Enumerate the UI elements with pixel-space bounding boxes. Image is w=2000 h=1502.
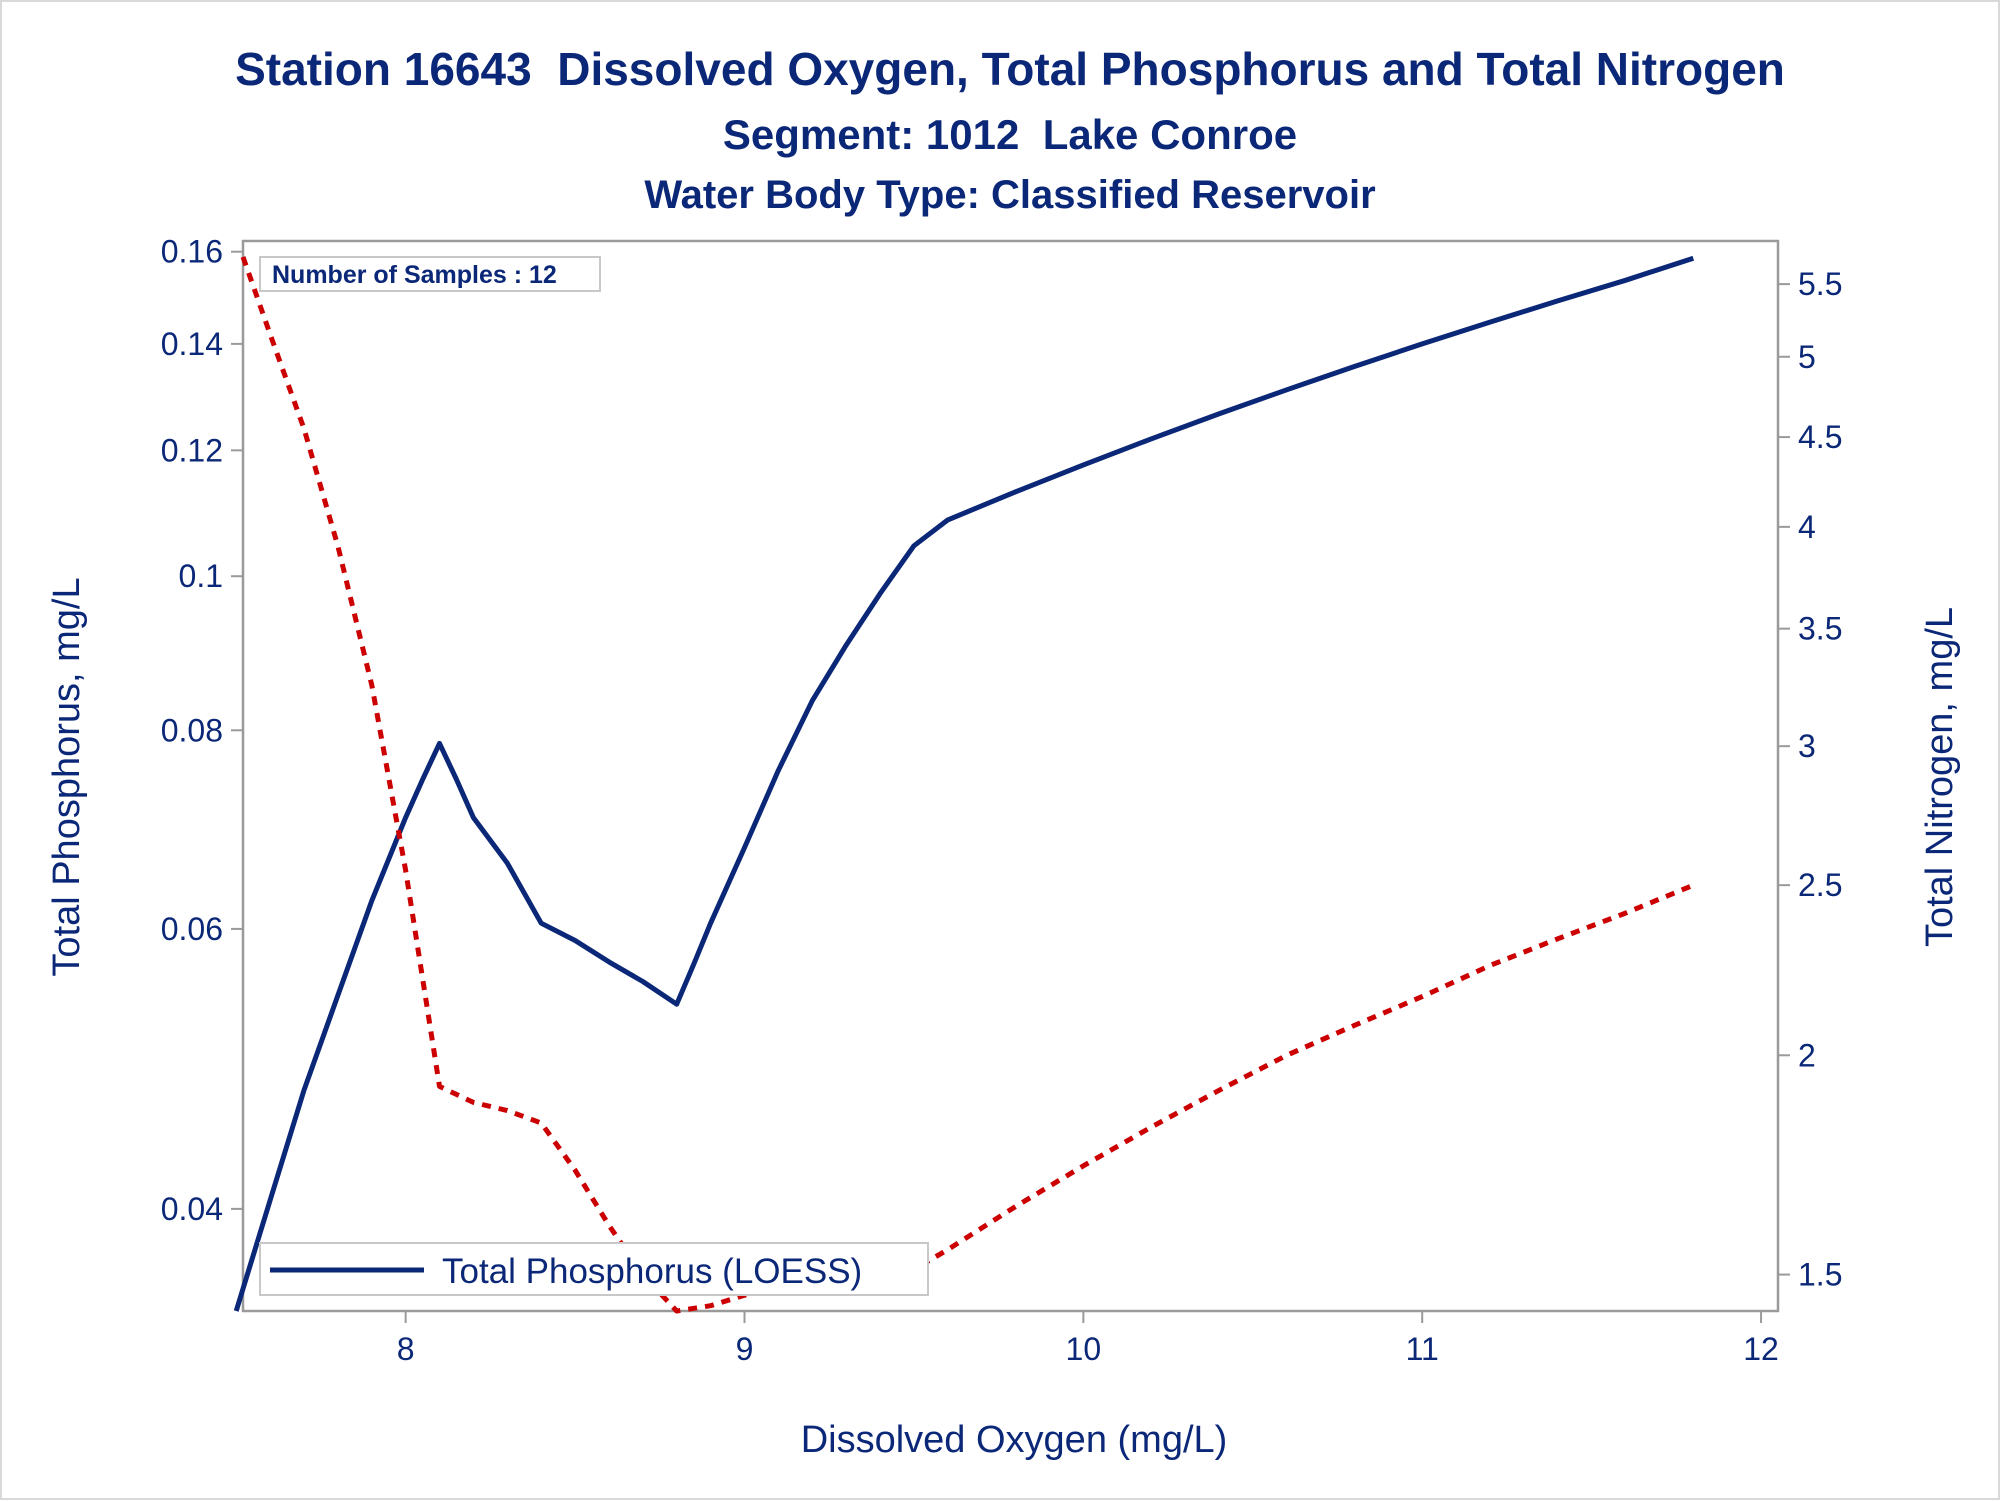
y-right-tick-label: 5.5 (1798, 266, 1842, 302)
chart-title: Station 16643 Dissolved Oxygen, Total Ph… (235, 43, 1785, 95)
y-axis-left: 0.04 0.06 0.08 0.1 0.12 0.14 0.16 (161, 234, 243, 1227)
y-left-tick-label: 0.08 (161, 712, 223, 748)
x-tick-label: 9 (736, 1331, 754, 1367)
y-right-tick-label: 4 (1798, 509, 1816, 545)
chart-subtitle-2: Water Body Type: Classified Reservoir (644, 173, 1375, 217)
y-right-tick-label: 2.5 (1798, 867, 1842, 903)
series-layer (233, 255, 1695, 1314)
series-line-total-phosphorus (233, 255, 1695, 1312)
y-axis-right: 1.5 2 2.5 3 3.5 4 4.5 5 5.5 (1778, 266, 1842, 1293)
y-right-tick-label: 5 (1798, 339, 1816, 375)
sample-count-text: Number of Samples : 12 (272, 261, 557, 289)
sample-count-box (259, 256, 601, 292)
y-left-tick-label: 0.14 (161, 326, 223, 362)
x-tick-label: 10 (1066, 1331, 1102, 1367)
y-right-tick-label: 2 (1798, 1037, 1816, 1073)
x-axis: 8 9 10 11 12 (397, 1311, 1779, 1367)
y-right-tick-label: 3.5 (1798, 611, 1842, 647)
legend-label-total-phosphorus: Total Phosphorus (LOESS) (442, 1252, 862, 1291)
sample-count-inset: Number of Samples : 12 (259, 256, 601, 292)
x-tick-label: 8 (397, 1331, 415, 1367)
x-tick-label: 11 (1406, 1331, 1439, 1367)
y-right-tick-label: 1.5 (1798, 1257, 1842, 1293)
y-right-tick-label: 3 (1798, 728, 1816, 764)
y-left-tick-label: 0.16 (161, 234, 223, 270)
y-right-tick-label: 4.5 (1798, 419, 1842, 455)
y-left-tick-label: 0.04 (161, 1191, 223, 1227)
y-axis-left-label: Total Phosphorus, mg/L (46, 577, 88, 976)
chart-subtitle: Segment: 1012 Lake Conroe (723, 111, 1297, 158)
x-axis-label: Dissolved Oxygen (mg/L) (801, 1419, 1228, 1461)
plot-area (241, 239, 1780, 1313)
x-tick-label: 12 (1743, 1331, 1779, 1367)
y-left-tick-label: 0.12 (161, 432, 223, 468)
y-left-tick-label: 0.06 (161, 911, 223, 947)
legend: Total Phosphorus (LOESS) (259, 1242, 929, 1296)
y-left-tick-label: 0.1 (179, 558, 223, 594)
y-axis-right-label: Total Nitrogen, mg/L (1919, 607, 1961, 947)
